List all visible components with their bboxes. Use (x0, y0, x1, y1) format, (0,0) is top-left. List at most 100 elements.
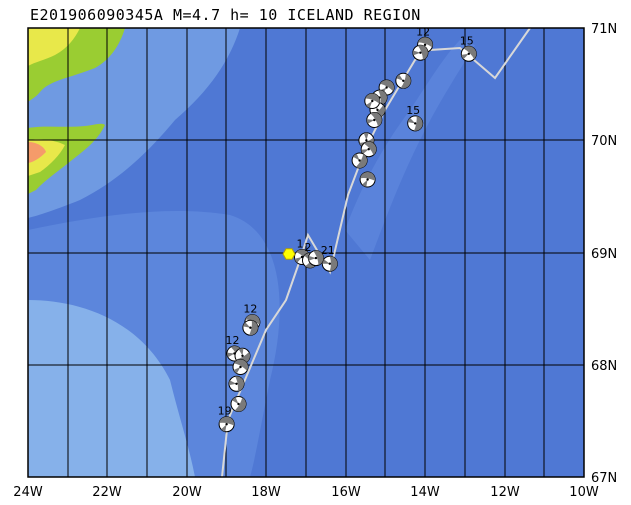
lon-axis-labels: 24W 22W 20W 18W 16W 14W 12W 10W (13, 485, 599, 500)
lon-label: 22W (92, 485, 122, 500)
yellow-hexagon-icon[interactable] (282, 248, 296, 260)
beachball-quadrant (355, 154, 368, 168)
beachball-quadrant (313, 250, 324, 266)
lat-label: 67N (591, 471, 617, 486)
beachball-quadrant (353, 153, 360, 161)
beachball-quadrant (294, 257, 302, 263)
focal-mechanism-icon[interactable] (363, 91, 382, 110)
lat-label: 69N (591, 247, 617, 262)
beachball-quadrant (229, 380, 237, 386)
focal-mechanism-icon[interactable] (407, 115, 424, 132)
event-label: 2 (305, 241, 312, 254)
beachball-quadrant (235, 376, 244, 392)
lon-label: 10W (569, 485, 599, 500)
event-label: 1 (297, 238, 304, 251)
beachball-center (385, 86, 388, 89)
lat-axis-labels: 71N 70N 69N 68N 67N (591, 22, 617, 486)
ocean-iceland-shelf (28, 300, 195, 477)
focal-mechanism-icon[interactable] (359, 171, 376, 188)
focal-mechanism-icon[interactable] (458, 43, 479, 64)
focal-mechanism-icon[interactable] (242, 319, 259, 336)
beachball-center (237, 402, 240, 406)
beachball-center (376, 108, 379, 112)
focal-mechanism-icon[interactable] (394, 71, 413, 90)
beachball-quadrant (362, 179, 368, 187)
focal-mechanism-icon[interactable] (358, 139, 379, 160)
event-label: 15 (406, 104, 420, 117)
beachball-center (402, 79, 405, 82)
beachball-center (314, 256, 318, 260)
beachball-quadrant (365, 93, 380, 104)
beachball-center (235, 382, 238, 385)
lon-label: 24W (13, 485, 43, 500)
lon-label: 14W (410, 485, 440, 500)
beachball-quadrant (380, 80, 395, 92)
beachball-quadrant (234, 359, 248, 371)
beachball-quadrant (461, 53, 469, 60)
focal-mechanism-icon[interactable] (228, 394, 248, 414)
beachball-quadrant (234, 397, 246, 412)
event-label: 21 (321, 244, 335, 257)
land-greenland-high (28, 28, 80, 66)
beachball-quadrant (227, 352, 235, 358)
beachball-center (241, 354, 244, 357)
beachball-quadrant (370, 112, 382, 127)
beachball-center (328, 262, 331, 265)
focal-mechanism-icon[interactable] (349, 150, 369, 170)
beachball-quadrant (361, 149, 369, 155)
beachball-center (419, 51, 422, 54)
focal-mechanism-icon[interactable] (218, 416, 235, 433)
lat-label: 68N (591, 359, 617, 374)
focal-mechanism-icon[interactable] (228, 375, 245, 392)
beachball-quadrant (238, 348, 244, 356)
beachball-center (373, 118, 376, 122)
beachball-center (414, 122, 417, 125)
beachball-quadrant (412, 50, 421, 56)
beachball-center (366, 178, 369, 181)
beachball-quadrant (396, 74, 404, 81)
beachball-center (467, 52, 470, 55)
beachball-quadrant (366, 101, 373, 109)
map-frame (27, 27, 585, 478)
beachball-center (365, 139, 368, 142)
event-label: 19 (218, 405, 232, 418)
beachball-quadrant (249, 320, 258, 336)
beachball-center (371, 99, 374, 103)
plate-boundary (221, 27, 531, 478)
beachball-quadrant (245, 314, 260, 325)
focal-mechanism-icon[interactable] (411, 43, 430, 62)
beachball-quadrant (413, 116, 423, 131)
beachball-quadrant (219, 416, 235, 426)
beachball-quadrant (243, 322, 251, 328)
event-label: 15 (460, 34, 474, 47)
ocean-ridge-shallow (345, 40, 475, 260)
lat-label: 70N (591, 134, 617, 149)
land-greenland-peak (28, 142, 46, 163)
event-label: 12 (226, 334, 240, 347)
lon-label: 16W (331, 485, 361, 500)
lon-label: 20W (172, 485, 202, 500)
beachball-quadrant (407, 117, 416, 124)
beachball-quadrant (308, 255, 316, 261)
beachball-quadrant (418, 37, 433, 48)
focal-mechanism-icon[interactable] (306, 248, 325, 267)
lon-label: 18W (251, 485, 281, 500)
beachball-center (423, 43, 427, 46)
beachball-quadrant (378, 90, 387, 105)
map-title: E201906090345A M=4.7 h= 10 ICELAND REGIO… (30, 6, 421, 24)
beachball-quadrant (329, 256, 338, 272)
beachball-center (225, 423, 228, 426)
beachball-quadrant (221, 424, 227, 432)
beachball-quadrant (322, 259, 330, 264)
focal-mechanism-icon[interactable] (321, 255, 338, 272)
focal-mechanism-icon[interactable] (230, 357, 250, 377)
beachball-quadrant (366, 119, 375, 124)
beachball-quadrant (360, 172, 376, 181)
event-label: 12 (243, 303, 257, 316)
beachball-center (358, 159, 361, 162)
focal-mechanism-icon[interactable] (364, 110, 384, 130)
epicenter-marker[interactable] (282, 248, 296, 260)
beachball-quadrant (363, 141, 377, 155)
